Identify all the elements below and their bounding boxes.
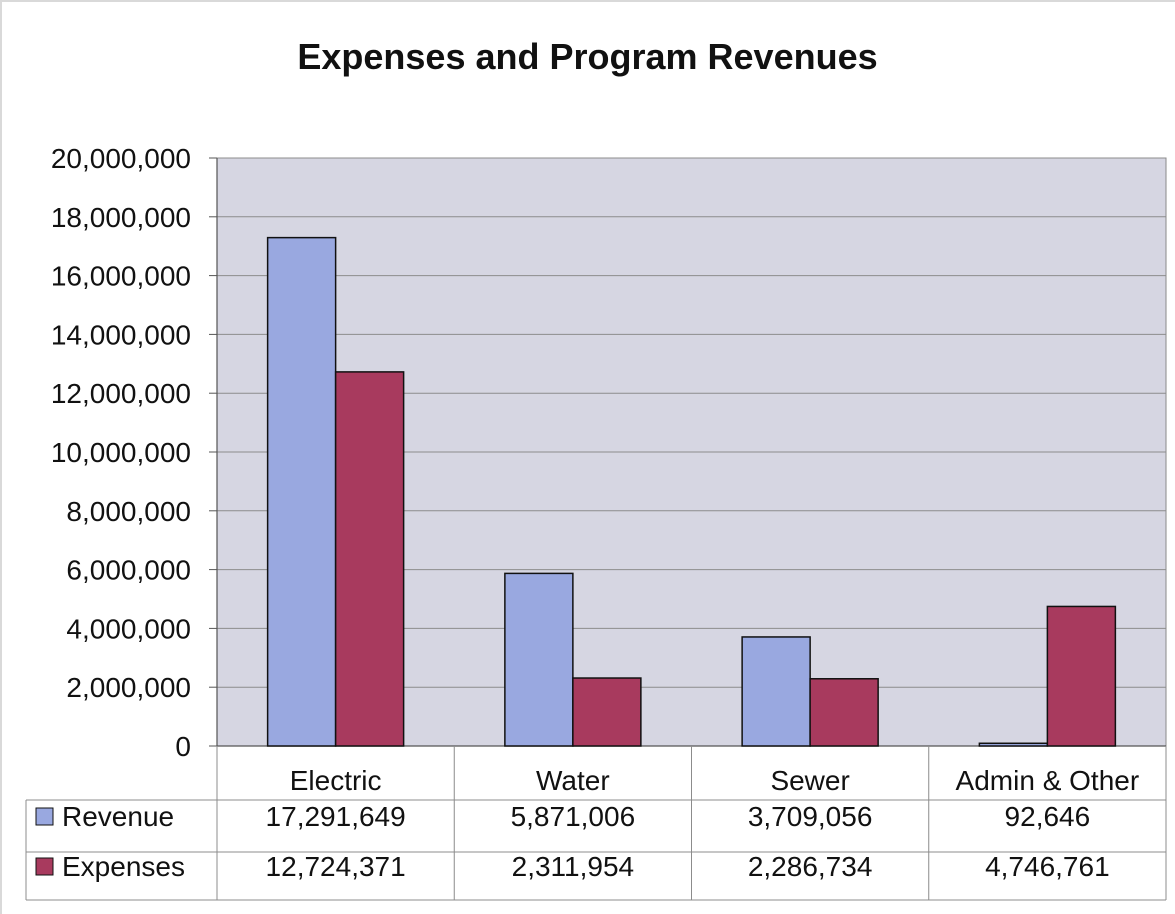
table-value: 4,746,761 <box>985 851 1110 882</box>
y-tick-label: 18,000,000 <box>51 202 191 233</box>
x-category-label: Water <box>536 765 610 796</box>
bar-expenses <box>1046 605 1117 747</box>
table-value: 12,724,371 <box>266 851 406 882</box>
bar-revenue <box>266 236 337 747</box>
table-value: 17,291,649 <box>266 801 406 832</box>
legend-key-expenses <box>35 857 54 876</box>
frame-left-border <box>0 0 2 914</box>
legend-label-expenses: Expenses <box>62 851 185 882</box>
table-value: 2,286,734 <box>748 851 873 882</box>
y-tick-label: 10,000,000 <box>51 437 191 468</box>
bar-revenue <box>504 572 574 747</box>
y-tick-label: 12,000,000 <box>51 378 191 409</box>
x-category-label: Electric <box>290 765 382 796</box>
y-tick-label: 2,000,000 <box>66 672 191 703</box>
table-value: 92,646 <box>1005 801 1091 832</box>
bar-expenses <box>809 678 879 747</box>
table-value: 3,709,056 <box>748 801 873 832</box>
y-tick-label: 4,000,000 <box>66 613 191 644</box>
bar-revenue <box>741 636 811 747</box>
legend-key-revenue <box>35 807 54 826</box>
bar-expenses <box>334 371 405 747</box>
chart-title: Expenses and Program Revenues <box>297 36 878 77</box>
frame-top-border <box>0 0 1175 2</box>
y-tick-label: 14,000,000 <box>51 319 191 350</box>
y-tick-label: 8,000,000 <box>66 496 191 527</box>
table-value: 5,871,006 <box>511 801 636 832</box>
legend-label-revenue: Revenue <box>62 801 174 832</box>
bar-expenses <box>572 677 642 747</box>
y-tick-label: 16,000,000 <box>51 261 191 292</box>
y-tick-label: 20,000,000 <box>51 143 191 174</box>
table-value: 2,311,954 <box>512 851 635 882</box>
x-category-label: Admin & Other <box>956 765 1140 796</box>
bar-revenue <box>978 742 1049 747</box>
x-category-label: Sewer <box>770 765 849 796</box>
y-tick-label: 0 <box>175 731 191 762</box>
y-tick-label: 6,000,000 <box>66 555 191 586</box>
